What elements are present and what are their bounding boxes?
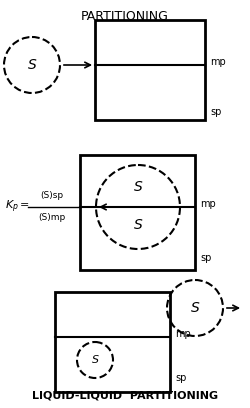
Text: LIQUID-LIQUID  PARTITIONING: LIQUID-LIQUID PARTITIONING xyxy=(32,390,218,400)
Bar xyxy=(95,20,205,120)
Bar xyxy=(55,292,170,392)
Text: sp: sp xyxy=(200,253,211,263)
Text: S: S xyxy=(92,355,98,365)
Text: S: S xyxy=(28,58,36,72)
Text: mp: mp xyxy=(200,199,216,209)
Bar xyxy=(80,155,195,270)
Text: $K_p=$: $K_p=$ xyxy=(5,199,30,215)
Text: sp: sp xyxy=(175,373,186,383)
Text: S: S xyxy=(191,301,200,315)
Text: (S)sp: (S)sp xyxy=(40,191,64,200)
Text: PARTITIONING: PARTITIONING xyxy=(81,10,169,23)
Text: (S)mp: (S)mp xyxy=(38,213,66,222)
Text: mp: mp xyxy=(210,57,226,67)
Text: mp: mp xyxy=(175,329,191,339)
Text: sp: sp xyxy=(210,107,222,117)
Text: S: S xyxy=(134,218,142,232)
Text: S: S xyxy=(134,180,142,194)
